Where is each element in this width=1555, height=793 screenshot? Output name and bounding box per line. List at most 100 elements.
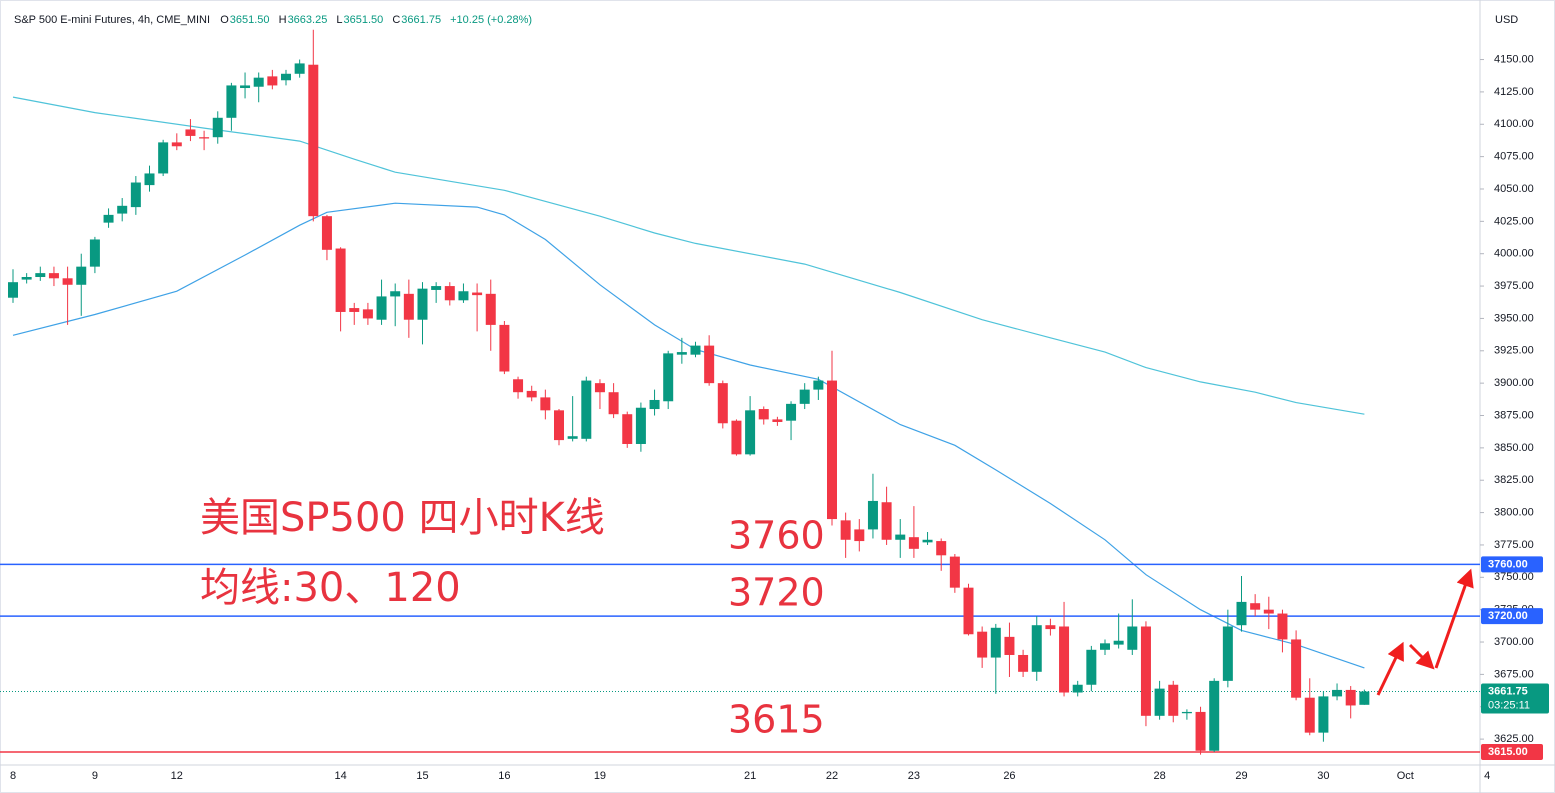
candle-body	[48, 273, 59, 279]
candle-body	[813, 380, 824, 390]
candle-body	[513, 379, 524, 393]
level-tag-label: 3720.00	[1488, 610, 1528, 622]
x-tick-label: 21	[744, 770, 756, 782]
ohlc-label: L	[336, 14, 343, 26]
candle-body	[704, 345, 715, 384]
candle-body	[1127, 626, 1138, 650]
candle-body	[1291, 639, 1302, 698]
candle-body	[554, 410, 564, 441]
y-tick-label: 4050.00	[1494, 183, 1534, 195]
candle-body	[540, 397, 551, 411]
annotation-level: 3615	[728, 698, 825, 742]
x-tick-label: 30	[1317, 770, 1329, 782]
candle-body	[1345, 689, 1356, 706]
ohlc-label: O	[220, 14, 229, 26]
candle-body	[335, 248, 346, 312]
x-tick-label: 15	[416, 770, 428, 782]
candle-body	[226, 85, 237, 118]
y-tick-label: 3775.00	[1494, 539, 1534, 551]
x-tick-label: Oct	[1397, 770, 1414, 782]
x-tick-label: 23	[908, 770, 920, 782]
candle-body	[745, 410, 756, 455]
x-tick-label: 8	[10, 770, 16, 782]
candle-body	[622, 414, 633, 444]
candle-body	[581, 380, 592, 439]
annotation-ma: 均线:30、120	[200, 565, 461, 611]
candle-body	[1318, 696, 1329, 733]
candle-body	[1031, 625, 1042, 672]
candle-body	[963, 587, 974, 635]
x-tick-label: 4	[1484, 770, 1490, 782]
candle-body	[690, 345, 701, 355]
candle-body	[403, 293, 414, 320]
last-price-tag	[1481, 683, 1549, 714]
candle-body	[199, 137, 210, 139]
candle-body	[212, 117, 223, 138]
candle-body	[1359, 691, 1370, 705]
annotation-level: 3720	[728, 571, 825, 615]
y-tick-label: 3950.00	[1494, 312, 1534, 324]
candle-body	[1332, 689, 1343, 697]
candle-body	[1072, 684, 1083, 693]
y-tick-label: 3800.00	[1494, 506, 1534, 518]
symbol: S&P 500 E-mini Futures, 4h, CME_MINI	[14, 14, 211, 26]
candle-body	[649, 399, 660, 410]
legend-header: S&P 500 E-mini Futures, 4h, CME_MINI O36…	[14, 14, 538, 26]
candle-body	[772, 419, 783, 422]
x-tick-label: 28	[1153, 770, 1165, 782]
candle-body	[608, 392, 619, 415]
candle-body	[936, 541, 947, 556]
candle-body	[922, 539, 933, 543]
candle-body	[526, 390, 537, 398]
candle-body	[431, 286, 442, 290]
ohlc-value: 3663.25	[287, 14, 328, 26]
y-tick-label: 4075.00	[1494, 151, 1534, 163]
candle-body	[499, 324, 510, 372]
candle-body	[1086, 649, 1097, 685]
candle-body	[1168, 684, 1179, 716]
y-tick-label: 3875.00	[1494, 409, 1534, 421]
candle-body	[594, 383, 605, 393]
candle-body	[130, 182, 141, 208]
candle-body	[1018, 654, 1029, 672]
candle-body	[8, 282, 18, 298]
y-tick-label: 3625.00	[1494, 733, 1534, 745]
level-tag	[1481, 556, 1543, 573]
candle-body	[171, 142, 182, 147]
candle-body	[977, 631, 988, 658]
change: +10.25 (+0.28%)	[450, 14, 533, 26]
x-tick-label: 9	[92, 770, 98, 782]
ohlc-value: 3651.50	[229, 14, 270, 26]
candle-body	[1100, 643, 1110, 650]
y-tick-label: 4000.00	[1494, 248, 1534, 260]
level-tag-label: 3615.00	[1488, 746, 1528, 758]
candle-body	[103, 214, 114, 223]
arrow	[1376, 641, 1404, 696]
candle-body	[1209, 680, 1220, 751]
x-tick-label: 14	[334, 770, 346, 782]
candle-body	[321, 216, 332, 250]
candle-body	[253, 77, 264, 87]
candle-body	[1045, 625, 1056, 630]
x-tick-label: 19	[594, 770, 606, 782]
candle-body	[485, 293, 496, 325]
candle-body	[1004, 636, 1015, 655]
last-price-label: 3661.75	[1488, 685, 1528, 697]
candle-body	[786, 403, 797, 421]
candle-body	[990, 627, 1001, 658]
y-tick-label: 3675.00	[1494, 668, 1534, 680]
ohlc-value: 3651.50	[343, 14, 384, 26]
candle-body	[758, 409, 769, 420]
candle-body	[840, 520, 851, 540]
candle-body	[1250, 603, 1261, 610]
candle-body	[567, 436, 578, 439]
candle-body	[895, 534, 906, 540]
arrow	[1434, 568, 1474, 669]
candle-body	[1304, 697, 1315, 733]
candle-body	[663, 353, 674, 402]
candle-body	[1277, 613, 1288, 640]
candle-body	[349, 308, 360, 312]
